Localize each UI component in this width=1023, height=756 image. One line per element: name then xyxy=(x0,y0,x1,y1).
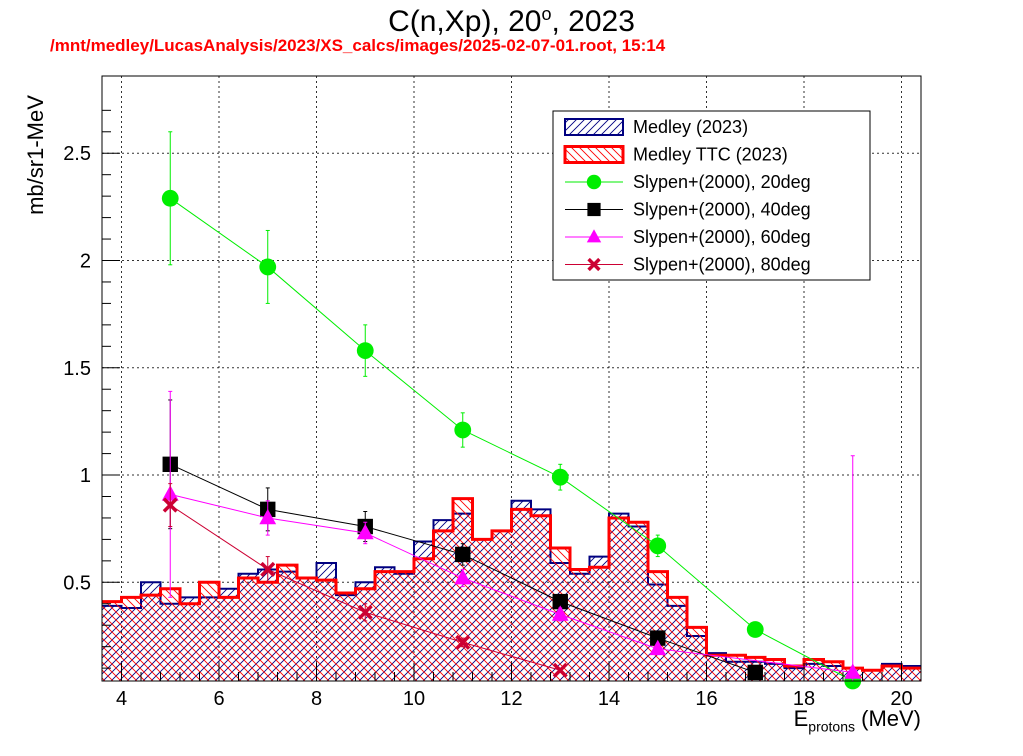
data-point xyxy=(649,639,667,656)
data-point xyxy=(357,604,373,620)
legend-entry: Slypen+(2000), 60deg xyxy=(565,227,811,247)
data-point xyxy=(260,561,276,577)
x-tick-label: 6 xyxy=(213,688,224,710)
data-point-stroke xyxy=(587,257,601,272)
legend-swatch xyxy=(563,145,625,164)
data-point xyxy=(259,508,277,525)
chart-title: C(n,Xp), 20o, 2023 xyxy=(0,4,1023,39)
x-tick-label: 18 xyxy=(793,688,815,710)
histogram-fill xyxy=(102,498,921,681)
x-tick-label: 10 xyxy=(403,688,425,710)
data-point-stroke xyxy=(260,561,276,577)
legend-entry: Medley TTC (2023) xyxy=(563,145,788,165)
y-tick-label: 1 xyxy=(80,465,91,487)
x-tick-label: 20 xyxy=(890,688,912,710)
legend-box xyxy=(552,110,871,281)
data-point xyxy=(586,229,602,243)
data-point-stroke xyxy=(357,604,373,620)
chart-title-suffix: , 2023 xyxy=(551,5,635,38)
legend-label: Medley TTC (2023) xyxy=(633,145,788,165)
chart-title-degree: o xyxy=(541,4,552,24)
data-point xyxy=(454,568,472,585)
legend-swatch xyxy=(564,118,624,136)
x-tick-label: 4 xyxy=(116,688,127,710)
legend-label: Slypen+(2000), 80deg xyxy=(633,255,811,275)
series-line xyxy=(169,197,853,682)
legend-label: Slypen+(2000), 60deg xyxy=(633,227,811,247)
data-point xyxy=(455,546,471,563)
data-point xyxy=(552,593,568,610)
data-point xyxy=(356,342,374,360)
chart-title-main: C(n,Xp), 20 xyxy=(388,5,542,38)
data-point-stroke xyxy=(552,662,568,678)
y-tick-label: 0.5 xyxy=(63,572,91,594)
data-point xyxy=(746,621,764,638)
data-point xyxy=(649,537,667,555)
data-point xyxy=(455,634,471,650)
data-point xyxy=(844,663,862,679)
data-point xyxy=(356,523,374,540)
y-tick-label: 2 xyxy=(80,251,91,273)
data-point xyxy=(747,664,763,681)
legend-entry: Slypen+(2000), 40deg xyxy=(565,200,811,220)
series-layer xyxy=(161,131,862,690)
x-tick-label: 16 xyxy=(695,688,717,710)
legend-label: Slypen+(2000), 40deg xyxy=(633,200,811,220)
y-tick-label: 2.5 xyxy=(63,143,91,165)
file-path-label: /mnt/medley/LucasAnalysis/2023/XS_calcs/… xyxy=(50,36,666,55)
x-axis-label-main: E xyxy=(793,706,809,731)
histogram-layer xyxy=(102,497,921,681)
series-group xyxy=(161,390,862,682)
data-point-stroke xyxy=(455,634,471,650)
data-point xyxy=(552,662,568,678)
data-point xyxy=(551,605,569,621)
data-point xyxy=(650,630,666,646)
axes: 4 6 8 10 12 14 16 18 20 0.5 1 1.5 2 2.5 xyxy=(63,75,922,710)
data-point xyxy=(587,202,601,217)
x-tick-label: 8 xyxy=(311,688,322,710)
data-point xyxy=(259,258,277,276)
series-group xyxy=(162,483,568,678)
series-group xyxy=(161,131,862,690)
data-point xyxy=(551,468,569,486)
legend-entry: Medley (2023) xyxy=(564,117,748,137)
data-point xyxy=(162,497,178,513)
legend-entry: Slypen+(2000), 80deg xyxy=(565,255,811,275)
histogram-line xyxy=(102,497,921,672)
x-axis-label-sub: protons xyxy=(808,718,855,735)
legend-label: Slypen+(2000), 20deg xyxy=(633,172,811,192)
data-point-stroke xyxy=(162,497,178,513)
x-tick-label: 14 xyxy=(598,688,620,710)
data-point xyxy=(586,174,602,190)
legend-label: Medley (2023) xyxy=(633,117,748,137)
x-tick-label: 12 xyxy=(500,688,522,710)
legend-entry: Slypen+(2000), 20deg xyxy=(565,172,811,192)
data-point xyxy=(454,421,472,439)
data-point xyxy=(587,257,601,272)
data-point xyxy=(161,189,179,207)
y-tick-label: 1.5 xyxy=(63,358,91,380)
x-axis-label: Eprotons (MeV) xyxy=(794,706,921,734)
legend: Medley (2023) Medley TTC (2023) Slypen+(20… xyxy=(552,110,871,281)
x-axis-label-unit: (MeV) xyxy=(855,706,921,731)
